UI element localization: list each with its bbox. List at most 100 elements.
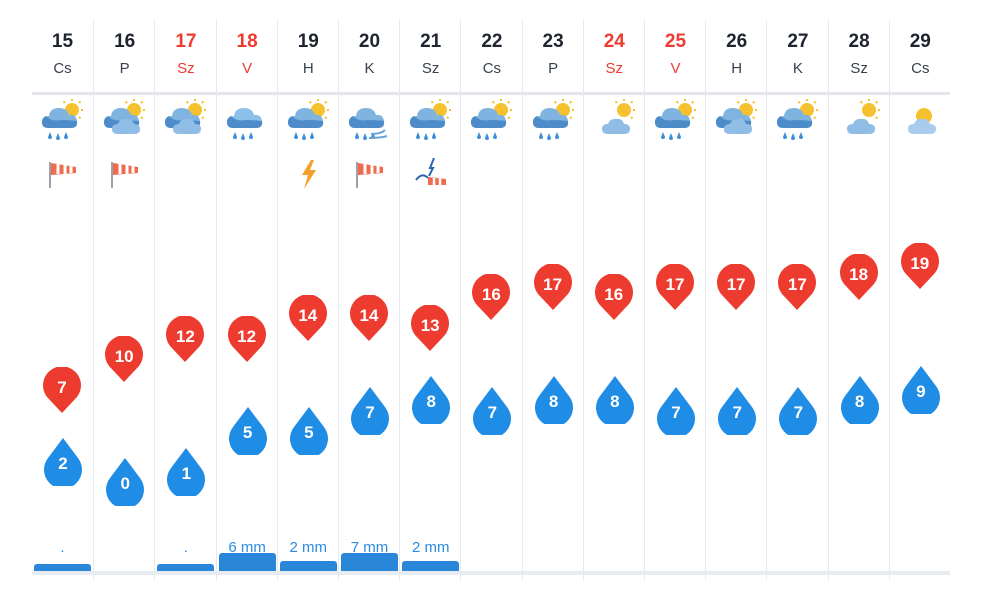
day-of-week: K: [364, 60, 375, 77]
lightning-icon[interactable]: [292, 158, 326, 190]
max-temp-value: 17: [543, 275, 563, 294]
partly-cloudy-icon: [590, 98, 640, 142]
day-column[interactable]: 22 Cs 16 7: [460, 20, 522, 580]
day-column[interactable]: 29 Cs 19 9: [888, 20, 951, 580]
max-temp-pin: 17: [532, 264, 574, 312]
max-temp-pin: 10: [103, 336, 145, 384]
day-of-week: Sz: [177, 60, 195, 77]
max-temp-value: 14: [359, 305, 379, 325]
min-temp-drop: 9: [900, 364, 942, 415]
day-column[interactable]: 20 K 14 7 7 mm: [338, 20, 400, 580]
day-of-week: H: [731, 60, 743, 77]
day-column[interactable]: 28 Sz 18 8: [827, 20, 890, 580]
day-column[interactable]: 19 H 14 5 2 mm: [276, 20, 339, 580]
wind-sock-icon[interactable]: [46, 158, 80, 190]
min-temp-drop: 8: [839, 374, 881, 425]
wind-sock-icon[interactable]: [353, 158, 387, 190]
min-temp-value: 5: [304, 423, 314, 442]
max-temp-pin: 17: [715, 264, 757, 312]
day-date: 26: [726, 31, 748, 52]
max-temp-value: 17: [665, 275, 685, 294]
day-column[interactable]: 15 Cs 7 2.: [32, 20, 93, 580]
max-temp-pin: 13: [409, 305, 451, 353]
precip-bar: [341, 553, 398, 571]
precip-baseline: [32, 571, 950, 575]
max-temp-value: 17: [787, 275, 807, 294]
min-temp-value: 7: [487, 402, 498, 422]
precip-bar: [157, 564, 215, 571]
max-temp-pin: 7: [41, 367, 83, 415]
max-temp-pin: 14: [348, 294, 390, 343]
day-date: 20: [358, 31, 381, 52]
precip-amount: 2 mm: [289, 539, 328, 556]
max-temp-pin: 14: [287, 294, 329, 343]
sunny-cloud-icon: [896, 98, 946, 142]
day-of-week: V: [242, 60, 253, 77]
day-column[interactable]: 17 Sz 12 1.: [154, 20, 216, 580]
day-date: 24: [603, 31, 625, 52]
max-temp-value: 17: [726, 275, 746, 294]
day-column[interactable]: 25 V 17 7: [644, 20, 706, 580]
rain-sun-icon: [406, 98, 456, 142]
day-column[interactable]: 16 P 10 0: [93, 20, 155, 580]
day-of-week: Sz: [850, 60, 868, 77]
min-temp-drop: 7: [777, 385, 819, 435]
min-temp-drop: 8: [533, 374, 575, 425]
rain-sun-icon: [529, 98, 579, 142]
day-column[interactable]: 23 P 17 8: [521, 20, 584, 580]
max-temp-pin: 12: [226, 315, 268, 364]
min-temp-drop: 7: [655, 385, 697, 435]
max-temp-value: 12: [237, 326, 257, 346]
day-of-week: V: [670, 60, 681, 77]
partly-cloudy-icon: [835, 98, 885, 142]
min-temp-value: 7: [671, 402, 681, 422]
day-column[interactable]: 27 K 17 7: [766, 20, 828, 580]
day-of-week: H: [302, 60, 314, 77]
max-temp-pin: 12: [164, 315, 206, 364]
cloud-sun-icon: [100, 98, 150, 142]
rain-sun-icon: [467, 98, 517, 142]
day-column[interactable]: 26 H 17 7: [705, 20, 767, 580]
min-temp-value: 7: [793, 402, 804, 422]
precip-amount: 7 mm: [350, 539, 389, 556]
max-temp-pin: 19: [899, 243, 941, 291]
day-date: 18: [236, 31, 258, 52]
max-temp-pin: 16: [593, 274, 635, 322]
min-temp-drop: 8: [594, 374, 636, 425]
max-temp-value: 7: [57, 378, 67, 397]
min-temp-value: 8: [548, 392, 559, 412]
min-temp-drop: 0: [104, 456, 146, 506]
max-temp-pin: 18: [838, 253, 880, 302]
forecast-board: 15 Cs 7 2. 16 P 10 0 17 Sz 12 1. 18 V 12 5 6 mm 19 H 14 5 2 m…: [32, 20, 950, 580]
min-temp-value: 8: [854, 392, 865, 412]
rain-sun-icon: [773, 98, 823, 142]
day-of-week: Sz: [605, 60, 624, 77]
day-of-week: Sz: [421, 60, 440, 77]
cloud-sun-icon: [712, 98, 762, 142]
day-date: 17: [175, 31, 197, 52]
max-temp-value: 13: [420, 316, 440, 336]
max-temp-value: 16: [604, 285, 624, 305]
max-temp-pin: 16: [470, 274, 512, 322]
min-temp-drop: 8: [410, 374, 452, 425]
storm-wind-icon[interactable]: [414, 157, 448, 190]
rain-icon: [223, 98, 273, 142]
header-separator: [32, 92, 950, 95]
day-column[interactable]: 24 Sz 16 8: [582, 20, 645, 580]
day-column[interactable]: 18 V 12 5 6 mm: [215, 20, 278, 580]
day-column[interactable]: 21 Sz 13 8 2 mm: [399, 20, 461, 580]
min-temp-drop: 7: [349, 385, 391, 435]
precip-bar: [34, 564, 91, 571]
precip-amount: .: [60, 539, 65, 556]
wind-sock-icon[interactable]: [108, 158, 142, 190]
min-temp-drop: 7: [716, 385, 758, 435]
day-of-week: Cs: [482, 60, 502, 77]
rain-sun-icon: [651, 98, 701, 142]
min-temp-value: 7: [732, 402, 742, 422]
precip-amount: 6 mm: [228, 539, 266, 556]
max-temp-pin: 17: [776, 264, 818, 312]
day-of-week: Cs: [911, 60, 930, 77]
day-of-week: P: [119, 60, 130, 77]
min-temp-drop: 5: [227, 405, 269, 455]
precip-bar: [218, 553, 276, 571]
